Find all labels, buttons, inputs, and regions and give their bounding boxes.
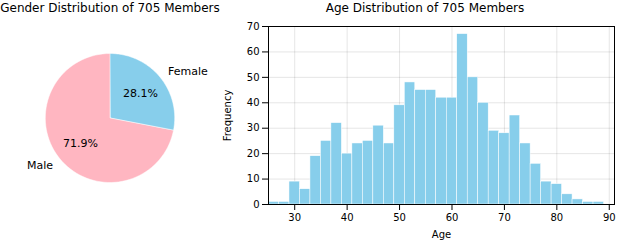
svg-text:Frequency: Frequency (222, 90, 233, 142)
svg-text:40: 40 (247, 97, 260, 108)
svg-text:20: 20 (247, 148, 260, 159)
svg-text:30: 30 (247, 122, 260, 133)
html-text:Age Distribution of 705 Member: Age Distribution of 705 Members (325, 1, 525, 15)
html-text:Gender Distribution of 705 Mem: Gender Distribution of 705 Members (0, 1, 220, 15)
svg-text:30: 30 (288, 212, 301, 223)
svg-text:50: 50 (247, 72, 260, 83)
svg-text:70: 70 (498, 212, 511, 223)
svg-text:28.1%: 28.1% (123, 87, 158, 100)
svg-text:70: 70 (247, 21, 260, 32)
svg-text:Female: Female (168, 65, 208, 78)
svg-text:90: 90 (603, 212, 616, 223)
svg-text:50: 50 (393, 212, 406, 223)
svg-text:60: 60 (446, 212, 459, 223)
svg-text:Male: Male (27, 159, 53, 172)
svg-text:Age: Age (432, 229, 451, 240)
svg-text:71.9%: 71.9% (63, 137, 98, 150)
svg-text:40: 40 (341, 212, 354, 223)
svg-text:0: 0 (253, 199, 259, 210)
svg-text:10: 10 (247, 173, 260, 184)
svg-text:60: 60 (247, 46, 260, 57)
svg-text:80: 80 (550, 212, 563, 223)
